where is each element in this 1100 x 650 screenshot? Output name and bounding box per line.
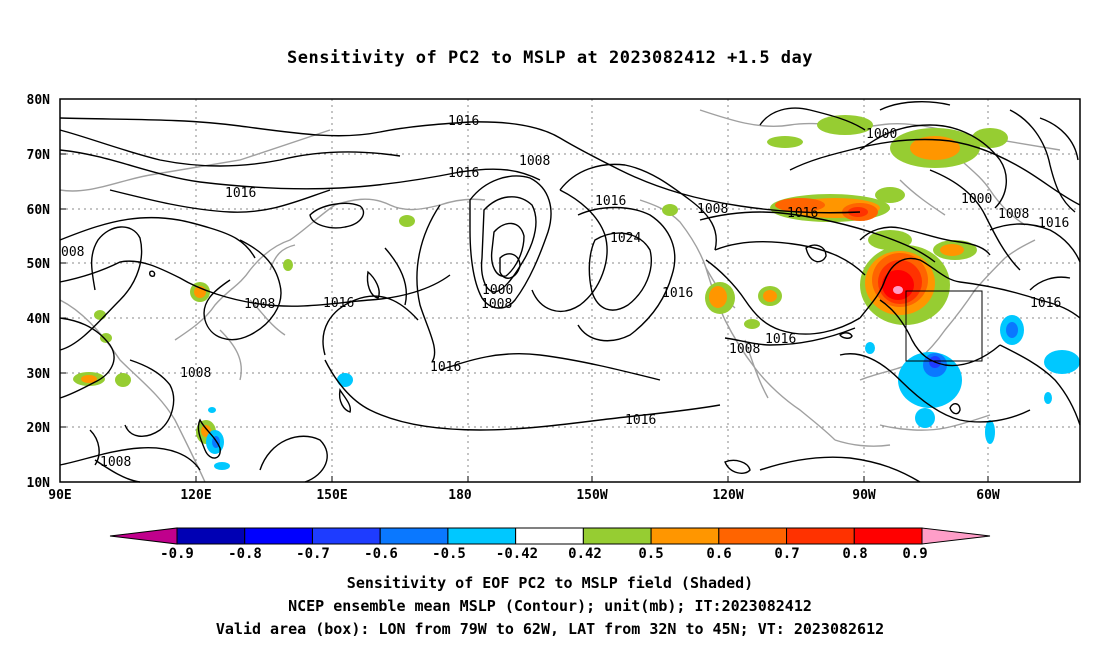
colorbar-label: 0.6 (706, 546, 731, 562)
colorbar-box (176, 527, 246, 545)
colorbar-low-end (109, 527, 178, 545)
contour-label: 1016 (448, 166, 479, 181)
colorbar-label: 0.7 (774, 546, 799, 562)
contour-label: 1000 (866, 127, 897, 142)
colorbar-boxes (176, 527, 923, 545)
lon-label: 60W (976, 488, 1000, 503)
contour-label: 1016 (225, 186, 256, 201)
contour-label: 1016 (323, 296, 354, 311)
contour-label: 1008 (481, 297, 512, 312)
colorbar-box (244, 527, 313, 545)
lon-label: 120E (180, 488, 211, 503)
colorbar-box (447, 527, 517, 545)
colorbar-box (650, 527, 720, 545)
contour-label: 1008 (244, 297, 275, 312)
map-panel: 1016 1016 1008 1016 1016 1024 1000 1008 … (27, 93, 1081, 503)
lon-label: 120W (712, 488, 743, 503)
lat-label: 80N (27, 93, 51, 108)
colorbar-box (853, 527, 923, 545)
colorbar-label: -0.42 (496, 546, 538, 562)
colorbar-label: -0.9 (160, 546, 194, 562)
lon-label: 90W (852, 488, 876, 503)
contour-label: 1016 (448, 114, 479, 129)
contour-label: 008 (61, 245, 84, 260)
contour-label: 1016 (1030, 296, 1061, 311)
lon-label: 90E (48, 488, 71, 503)
valid-area-box (905, 290, 983, 362)
lat-label: 60N (27, 203, 51, 218)
lat-label: 50N (27, 257, 51, 272)
lon-label: 150W (576, 488, 607, 503)
colorbar-box (515, 527, 584, 545)
colorbar-label: -0.5 (432, 546, 466, 562)
colorbar-box (718, 527, 788, 545)
lat-label: 20N (27, 421, 51, 436)
lat-label: 30N (27, 367, 51, 382)
caption-line-3: Valid area (box): LON from 79W to 62W, L… (215, 620, 885, 638)
lat-label: 70N (27, 148, 51, 163)
lat-labels: 80N 70N 60N 50N 40N 30N 20N 10N (27, 93, 51, 491)
colorbar-label: 0.5 (638, 546, 663, 562)
figure-title: Sensitivity of PC2 to MSLP at 2023082412… (286, 48, 813, 68)
colorbar-high-end (921, 527, 991, 545)
contour-label: 1016 (625, 413, 656, 428)
contour-label: 1016 (595, 194, 626, 209)
colorbar-labels: -0.9 -0.8 -0.7 -0.6 -0.5 -0.42 0.42 0.5 … (160, 546, 928, 562)
contour-label: 1008 (697, 202, 728, 217)
axis-ticks (60, 98, 989, 483)
colorbar-label: 0.9 (902, 546, 927, 562)
contour-label: 1000 (482, 283, 513, 298)
contour-label: 1008 (519, 154, 550, 169)
colorbar-box (786, 527, 855, 545)
contour-label: 1016 (430, 360, 461, 375)
contour-label: 1016 (1038, 216, 1069, 231)
contour-label: 1008 (729, 342, 760, 357)
colorbar-label: -0.8 (228, 546, 262, 562)
mslp-contours (59, 101, 1081, 483)
colorbar-label: -0.7 (296, 546, 330, 562)
lon-label: 180 (448, 488, 472, 503)
contour-label: 1000 (961, 192, 992, 207)
contour-label: 1024 (610, 231, 641, 246)
colorbar-box (379, 527, 449, 545)
contour-labels: 1016 1016 1008 1016 1016 1024 1000 1008 … (61, 114, 1069, 470)
contour-label: 1008 (998, 207, 1029, 222)
map-frame (59, 98, 1081, 483)
contour-label: 1008 (100, 455, 131, 470)
contour-label: 1016 (765, 332, 796, 347)
colorbar-label: -0.6 (364, 546, 398, 562)
lat-label: 40N (27, 312, 51, 327)
contour-label: 1016 (787, 206, 818, 221)
colorbar-box (582, 527, 652, 545)
colorbar-label: 0.8 (842, 546, 867, 562)
lat-label: 10N (27, 476, 51, 491)
gridlines (60, 99, 1080, 482)
caption-line-1: Sensitivity of EOF PC2 to MSLP field (Sh… (346, 574, 754, 592)
colorbar: -0.9 -0.8 -0.7 -0.6 -0.5 -0.42 0.42 0.5 … (109, 527, 991, 562)
lon-labels: 90E 120E 150E 180 150W 120W 90W 60W (48, 488, 1000, 503)
caption-line-2: NCEP ensemble mean MSLP (Contour); unit(… (288, 597, 812, 615)
contour-label: 1008 (180, 366, 211, 381)
lon-label: 150E (316, 488, 347, 503)
contour-label: 1016 (662, 286, 693, 301)
colorbar-label: 0.42 (568, 546, 602, 562)
colorbar-box (311, 527, 381, 545)
